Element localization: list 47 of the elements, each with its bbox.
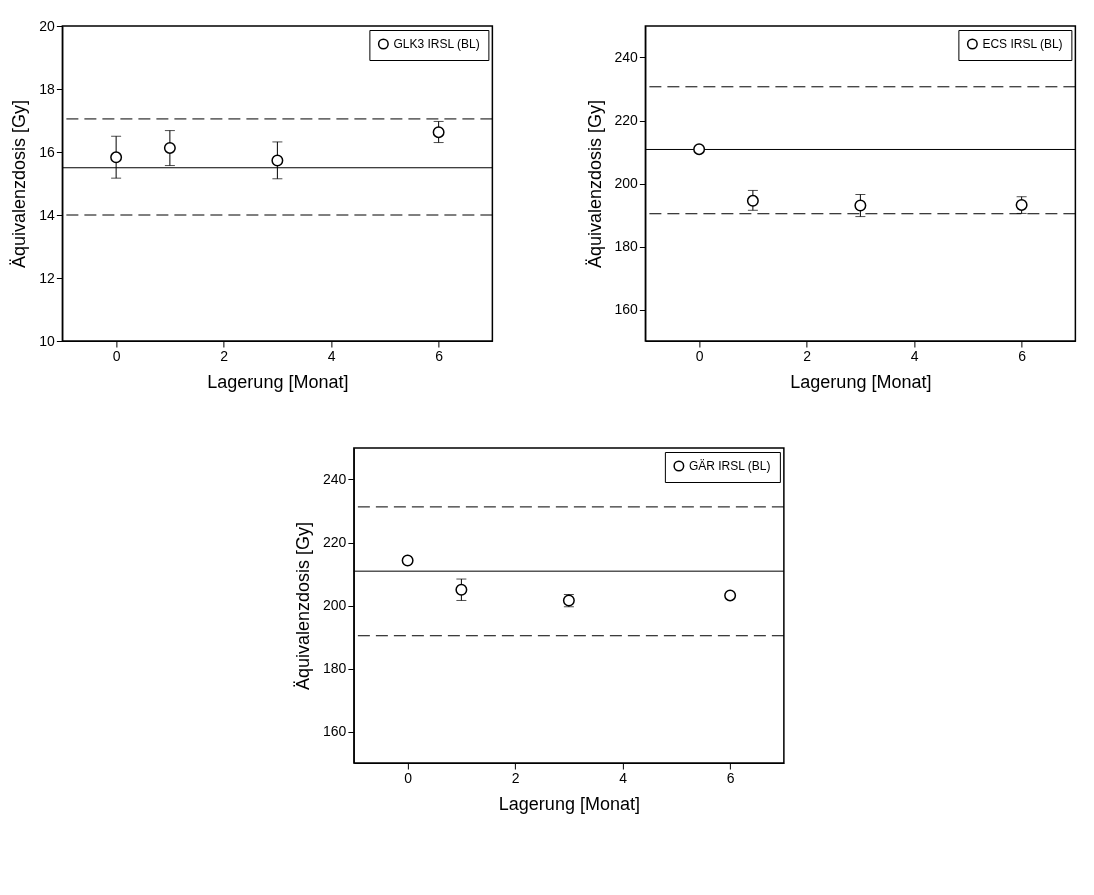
- x-tick-label: 4: [327, 347, 336, 364]
- y-tick-label: 220: [614, 112, 639, 128]
- y-tick-label: 220: [323, 534, 347, 550]
- x-axis-title: Lagerung [Monat]: [498, 793, 640, 814]
- legend-label: GÄR IRSL (BL): [688, 459, 771, 473]
- x-axis-title: Lagerung [Monat]: [790, 371, 932, 392]
- x-tick-label: 6: [1018, 347, 1027, 364]
- point: [401, 554, 414, 567]
- point: [432, 126, 445, 139]
- point: [163, 141, 176, 154]
- x-tick-label: 6: [726, 769, 735, 786]
- x-tick-label: 0: [695, 347, 704, 364]
- y-tick-label: 200: [323, 597, 347, 613]
- x-tick-label: 4: [910, 347, 919, 364]
- y-tick-label: 160: [323, 723, 347, 739]
- y-tick-label: 200: [614, 175, 639, 191]
- y-axis-title: Äquivalenzdosis [Gy]: [584, 99, 605, 269]
- y-tick-label: 12: [39, 269, 56, 286]
- x-axis-title: Lagerung [Monat]: [207, 371, 349, 392]
- y-tick-label: 18: [39, 80, 56, 97]
- y-tick-label: 180: [614, 238, 639, 254]
- x-tick-label: 4: [619, 769, 628, 786]
- x-tick-label: 0: [404, 769, 413, 786]
- y-tick-label: 20: [39, 17, 56, 34]
- point: [854, 199, 867, 212]
- x-tick-label: 2: [511, 769, 520, 786]
- y-axis-title: Äquivalenzdosis [Gy]: [9, 99, 30, 269]
- legend-label: GLK3 IRSL (BL): [393, 37, 480, 51]
- legend-label: ECS IRSL (BL): [982, 37, 1063, 51]
- point: [746, 194, 759, 207]
- y-tick-label: 180: [323, 660, 347, 676]
- point: [724, 589, 737, 602]
- y-tick-label: 160: [614, 301, 639, 317]
- y-tick-label: 14: [39, 206, 56, 223]
- point: [271, 154, 284, 167]
- y-tick-label: 240: [323, 471, 347, 487]
- y-tick-label: 16: [39, 143, 56, 160]
- x-tick-label: 2: [803, 347, 812, 364]
- point: [110, 151, 123, 164]
- x-tick-label: 6: [435, 347, 444, 364]
- point: [693, 143, 706, 156]
- x-tick-label: 0: [112, 347, 121, 364]
- x-tick-label: 2: [220, 347, 229, 364]
- y-tick-label: 10: [39, 332, 56, 349]
- y-tick-label: 240: [614, 49, 639, 65]
- y-axis-title: Äquivalenzdosis [Gy]: [293, 521, 314, 691]
- point: [455, 583, 468, 596]
